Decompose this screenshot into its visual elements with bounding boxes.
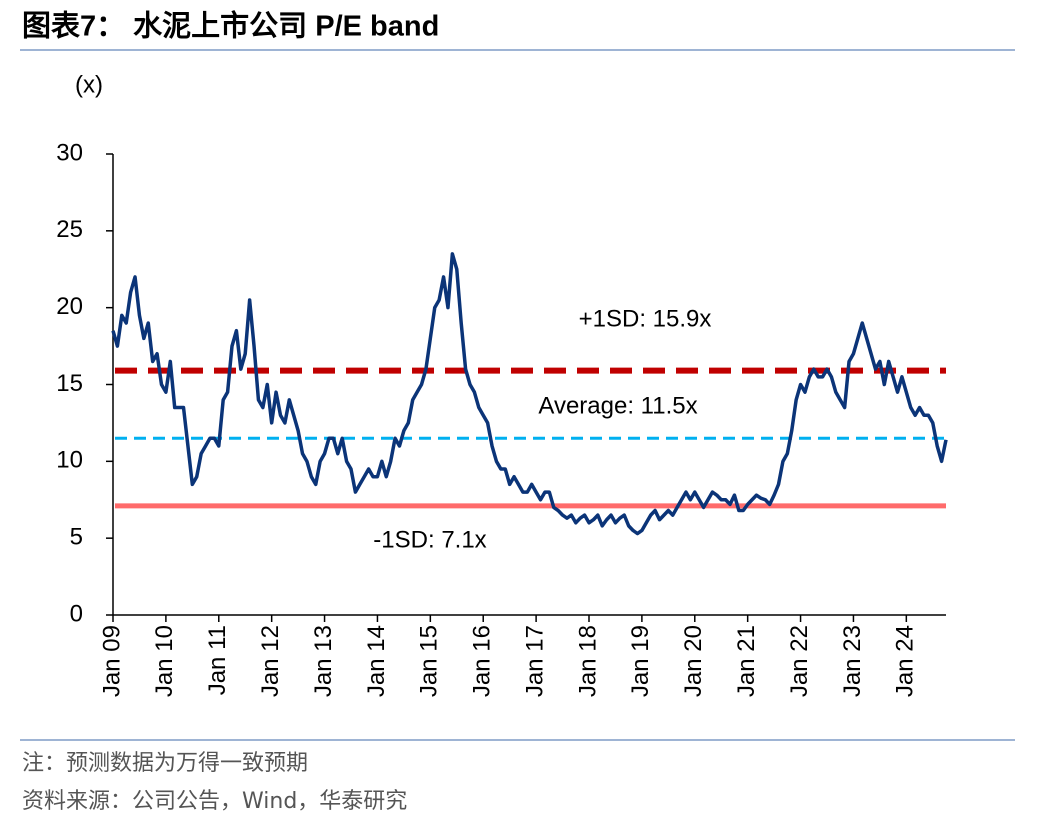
y-tick-label: 0 bbox=[70, 600, 83, 627]
y-tick-label: 25 bbox=[56, 216, 83, 243]
x-tick-label: Jan 23 bbox=[839, 625, 866, 697]
x-tick-label: Jan 11 bbox=[204, 625, 231, 695]
reference-label: Average: 11.5x bbox=[538, 392, 697, 419]
y-tick-label: 30 bbox=[56, 139, 83, 166]
x-tick-label: Jan 10 bbox=[151, 625, 178, 697]
x-tick-label: Jan 24 bbox=[892, 625, 919, 697]
x-tick-label: Jan 18 bbox=[574, 625, 601, 697]
y-tick-label: 10 bbox=[56, 447, 83, 474]
x-tick-label: Jan 20 bbox=[680, 625, 707, 697]
reference-label: -1SD: 7.1x bbox=[373, 526, 486, 553]
x-tick-label: Jan 16 bbox=[469, 625, 496, 697]
x-tick-label: Jan 12 bbox=[257, 625, 284, 697]
chart-title: 图表7： 水泥上市公司 P/E band bbox=[22, 9, 439, 43]
y-tick-label: 20 bbox=[56, 293, 83, 320]
x-tick-label: Jan 22 bbox=[786, 625, 813, 697]
x-tick-label: Jan 17 bbox=[521, 625, 548, 697]
x-tick-label: Jan 15 bbox=[416, 625, 443, 697]
reference-label: +1SD: 15.9x bbox=[579, 305, 712, 332]
y-axis-label: (x) bbox=[75, 71, 103, 98]
x-tick-label: Jan 19 bbox=[627, 625, 654, 697]
note: 注：预测数据为万得一致预期 bbox=[22, 751, 308, 776]
x-tick-label: Jan 09 bbox=[98, 625, 125, 697]
x-tick-label: Jan 14 bbox=[363, 625, 390, 697]
source: 资料来源：公司公告，Wind，华泰研究 bbox=[22, 789, 407, 814]
y-tick-label: 15 bbox=[56, 370, 83, 397]
series-line bbox=[111, 252, 948, 536]
x-tick-label: Jan 21 bbox=[733, 625, 760, 697]
x-tick-label: Jan 13 bbox=[310, 625, 337, 697]
y-tick-label: 5 bbox=[70, 524, 83, 551]
